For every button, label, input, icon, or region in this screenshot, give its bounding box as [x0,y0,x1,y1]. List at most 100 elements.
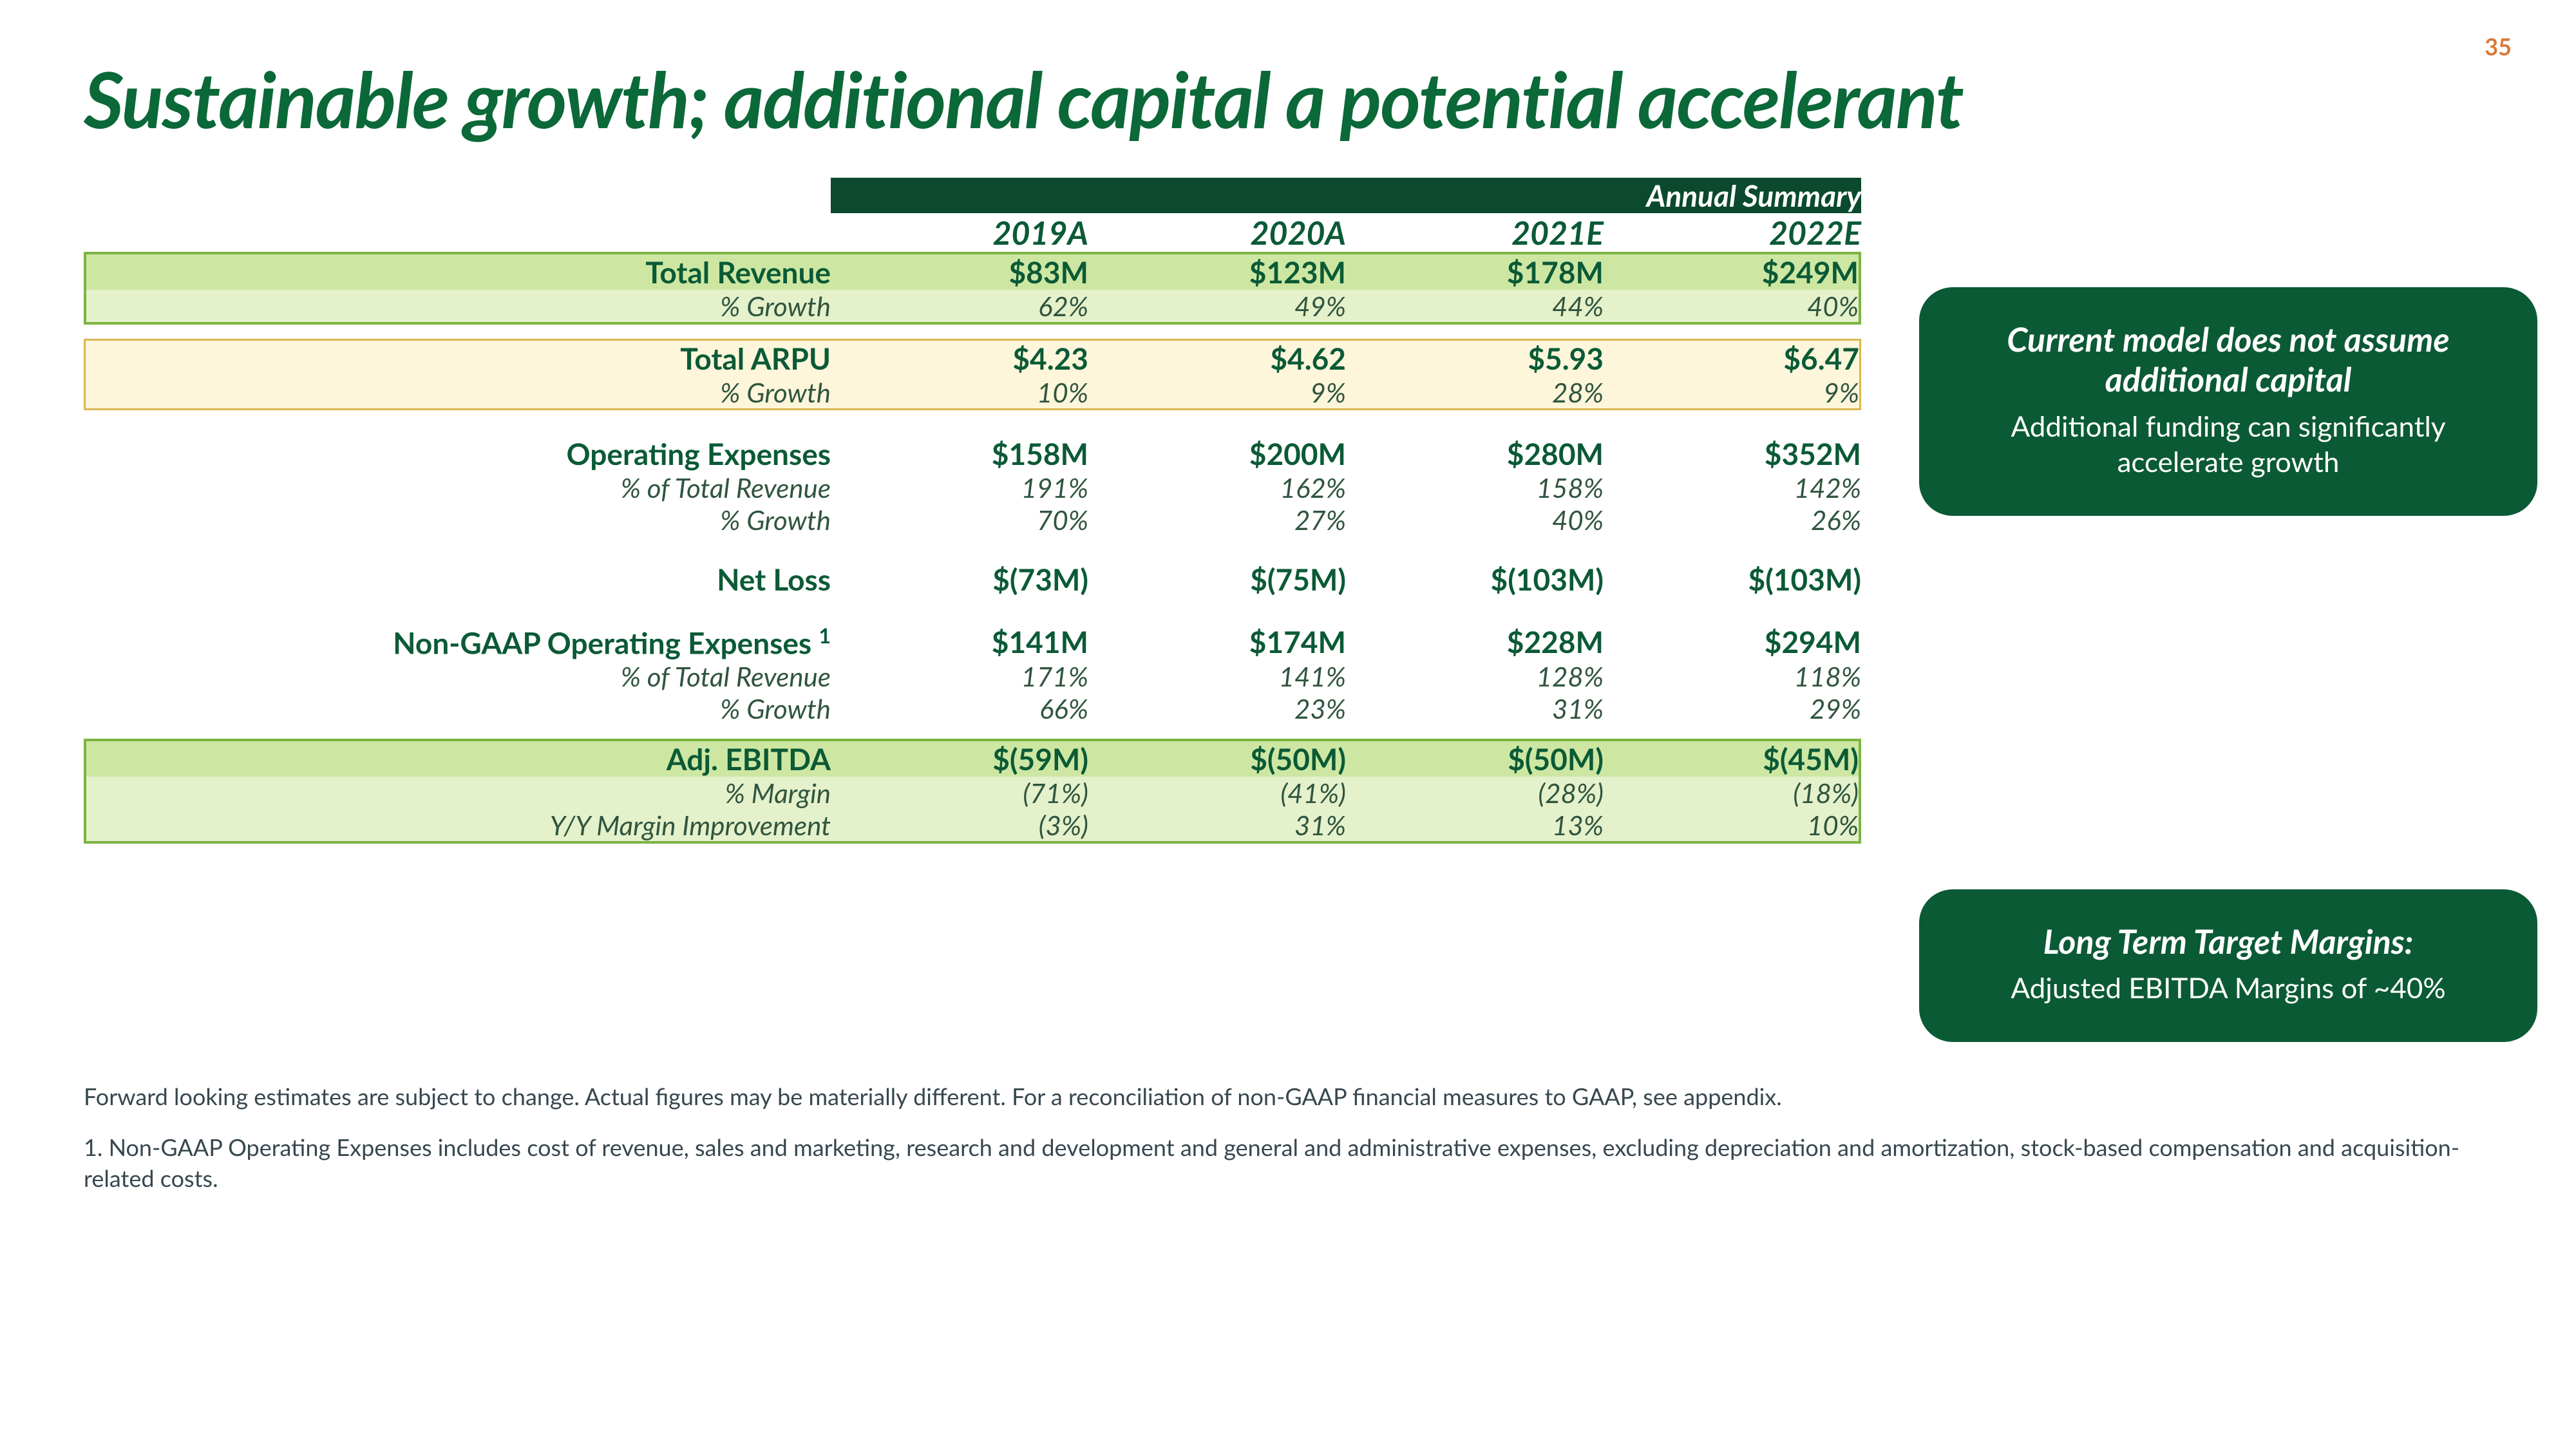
cell-val: $249M [1604,252,1861,290]
cell-val: $141M [831,623,1088,660]
cell-val: (18%) [1604,777,1861,809]
cell-val: 118% [1604,660,1861,692]
table-banner: Annual Summary [831,178,1861,213]
row-total-revenue-growth: % Growth 62% 49% 44% 40% [84,290,1861,325]
callout-title: Long Term Target Margins: [1958,922,2499,961]
cell-label: Total Revenue [84,252,831,290]
footnote-nongaap-def: 1. Non-GAAP Operating Expenses includes … [84,1132,2492,1194]
cell-label: Total ARPU [84,339,831,376]
cell-val: (3%) [831,809,1088,844]
cell-val: $4.23 [831,339,1088,376]
row-arpu-growth: % Growth 10% 9% 28% 9% [84,376,1861,410]
cell-val: $(50M) [1088,739,1346,777]
year-0: 2019A [831,213,1088,252]
cell-val: 28% [1346,376,1604,410]
row-adj-ebitda-improvement: Y/Y Margin Improvement (3%) 31% 13% 10% [84,809,1861,844]
row-opex-pct-rev: % of Total Revenue 191% 162% 158% 142% [84,471,1861,504]
cell-val: 10% [1604,809,1861,844]
cell-val: $83M [831,252,1088,290]
row-adj-ebitda-margin: % Margin (71%) (41%) (28%) (18%) [84,777,1861,809]
page-number: 35 [2485,32,2512,61]
cell-val: $280M [1346,436,1604,471]
cell-label: Net Loss [84,562,831,597]
cell-val: 191% [831,471,1088,504]
summary-table: Annual Summary 2019A 2020A 2021E 2022E T… [84,178,1861,844]
cell-label: % of Total Revenue [84,660,831,692]
cell-val: 62% [831,290,1088,325]
callout-spacer [1919,516,2537,889]
cell-val: $200M [1088,436,1346,471]
page-title: Sustainable growth; additional capital a… [84,58,2492,139]
cell-val: 44% [1346,290,1604,325]
row-adj-ebitda: Adj. EBITDA $(59M) $(50M) $(50M) $(45M) [84,739,1861,777]
cell-val: 27% [1088,504,1346,536]
cell-val: $(75M) [1088,562,1346,597]
cell-label: % Growth [84,290,831,325]
cell-val: $174M [1088,623,1346,660]
cell-val: $(103M) [1604,562,1861,597]
row-nongaap-opex-pct-rev: % of Total Revenue 171% 141% 128% 118% [84,660,1861,692]
footnote-ref: 1 [819,623,831,648]
callout-body: Adjusted EBITDA Margins of ~40% [1958,971,2499,1006]
row-opex: Operating Expenses $158M $200M $280M $35… [84,436,1861,471]
cell-val: $5.93 [1346,339,1604,376]
cell-val: $(45M) [1604,739,1861,777]
cell-val: 49% [1088,290,1346,325]
cell-val: $(73M) [831,562,1088,597]
cell-val: 13% [1346,809,1604,844]
cell-val: $294M [1604,623,1861,660]
cell-val: 40% [1604,290,1861,325]
cell-val: $(103M) [1346,562,1604,597]
cell-val: 171% [831,660,1088,692]
year-1: 2020A [1088,213,1346,252]
cell-val: 141% [1088,660,1346,692]
table-banner-row: Annual Summary [84,178,1861,213]
cell-val: 70% [831,504,1088,536]
cell-val: 31% [1088,809,1346,844]
cell-val: $(50M) [1346,739,1604,777]
cell-val: 23% [1088,692,1346,724]
cell-label: Non-GAAP Operating Expenses 1 [84,623,831,660]
row-total-revenue: Total Revenue $83M $123M $178M $249M [84,252,1861,290]
cell-val: $6.47 [1604,339,1861,376]
year-header-row: 2019A 2020A 2021E 2022E [84,213,1861,252]
cell-val: (41%) [1088,777,1346,809]
callout-title: Current model does not assume additional… [1958,319,2499,400]
year-2: 2021E [1346,213,1604,252]
cell-val: $123M [1088,252,1346,290]
callout-body: Additional funding can significantly acc… [1958,409,2499,480]
row-nongaap-opex-growth: % Growth 66% 23% 31% 29% [84,692,1861,724]
cell-val: 29% [1604,692,1861,724]
cell-val: (28%) [1346,777,1604,809]
cell-val: 158% [1346,471,1604,504]
cell-label-text: Non-GAAP Operating Expenses [393,625,819,660]
cell-label: % of Total Revenue [84,471,831,504]
cell-label: % Growth [84,376,831,410]
cell-val: 9% [1604,376,1861,410]
row-opex-growth: % Growth 70% 27% 40% 26% [84,504,1861,536]
year-3: 2022E [1604,213,1861,252]
cell-val: 142% [1604,471,1861,504]
cell-val: 10% [831,376,1088,410]
footnotes: Forward looking estimates are subject to… [84,1081,2492,1194]
cell-label: % Margin [84,777,831,809]
cell-val: $178M [1346,252,1604,290]
row-netloss: Net Loss $(73M) $(75M) $(103M) $(103M) [84,562,1861,597]
cell-label: % Growth [84,692,831,724]
cell-label: % Growth [84,504,831,536]
footnote-forward-looking: Forward looking estimates are subject to… [84,1081,2492,1112]
cell-val: $158M [831,436,1088,471]
row-nongaap-opex: Non-GAAP Operating Expenses 1 $141M $174… [84,623,1861,660]
cell-val: 9% [1088,376,1346,410]
cell-val: $(59M) [831,739,1088,777]
cell-val: 31% [1346,692,1604,724]
cell-label: Adj. EBITDA [84,739,831,777]
cell-val: (71%) [831,777,1088,809]
cell-val: $4.62 [1088,339,1346,376]
cell-val: 128% [1346,660,1604,692]
cell-val: 26% [1604,504,1861,536]
row-arpu: Total ARPU $4.23 $4.62 $5.93 $6.47 [84,339,1861,376]
cell-label: Operating Expenses [84,436,831,471]
callout-margins: Long Term Target Margins: Adjusted EBITD… [1919,889,2537,1042]
cell-val: 162% [1088,471,1346,504]
